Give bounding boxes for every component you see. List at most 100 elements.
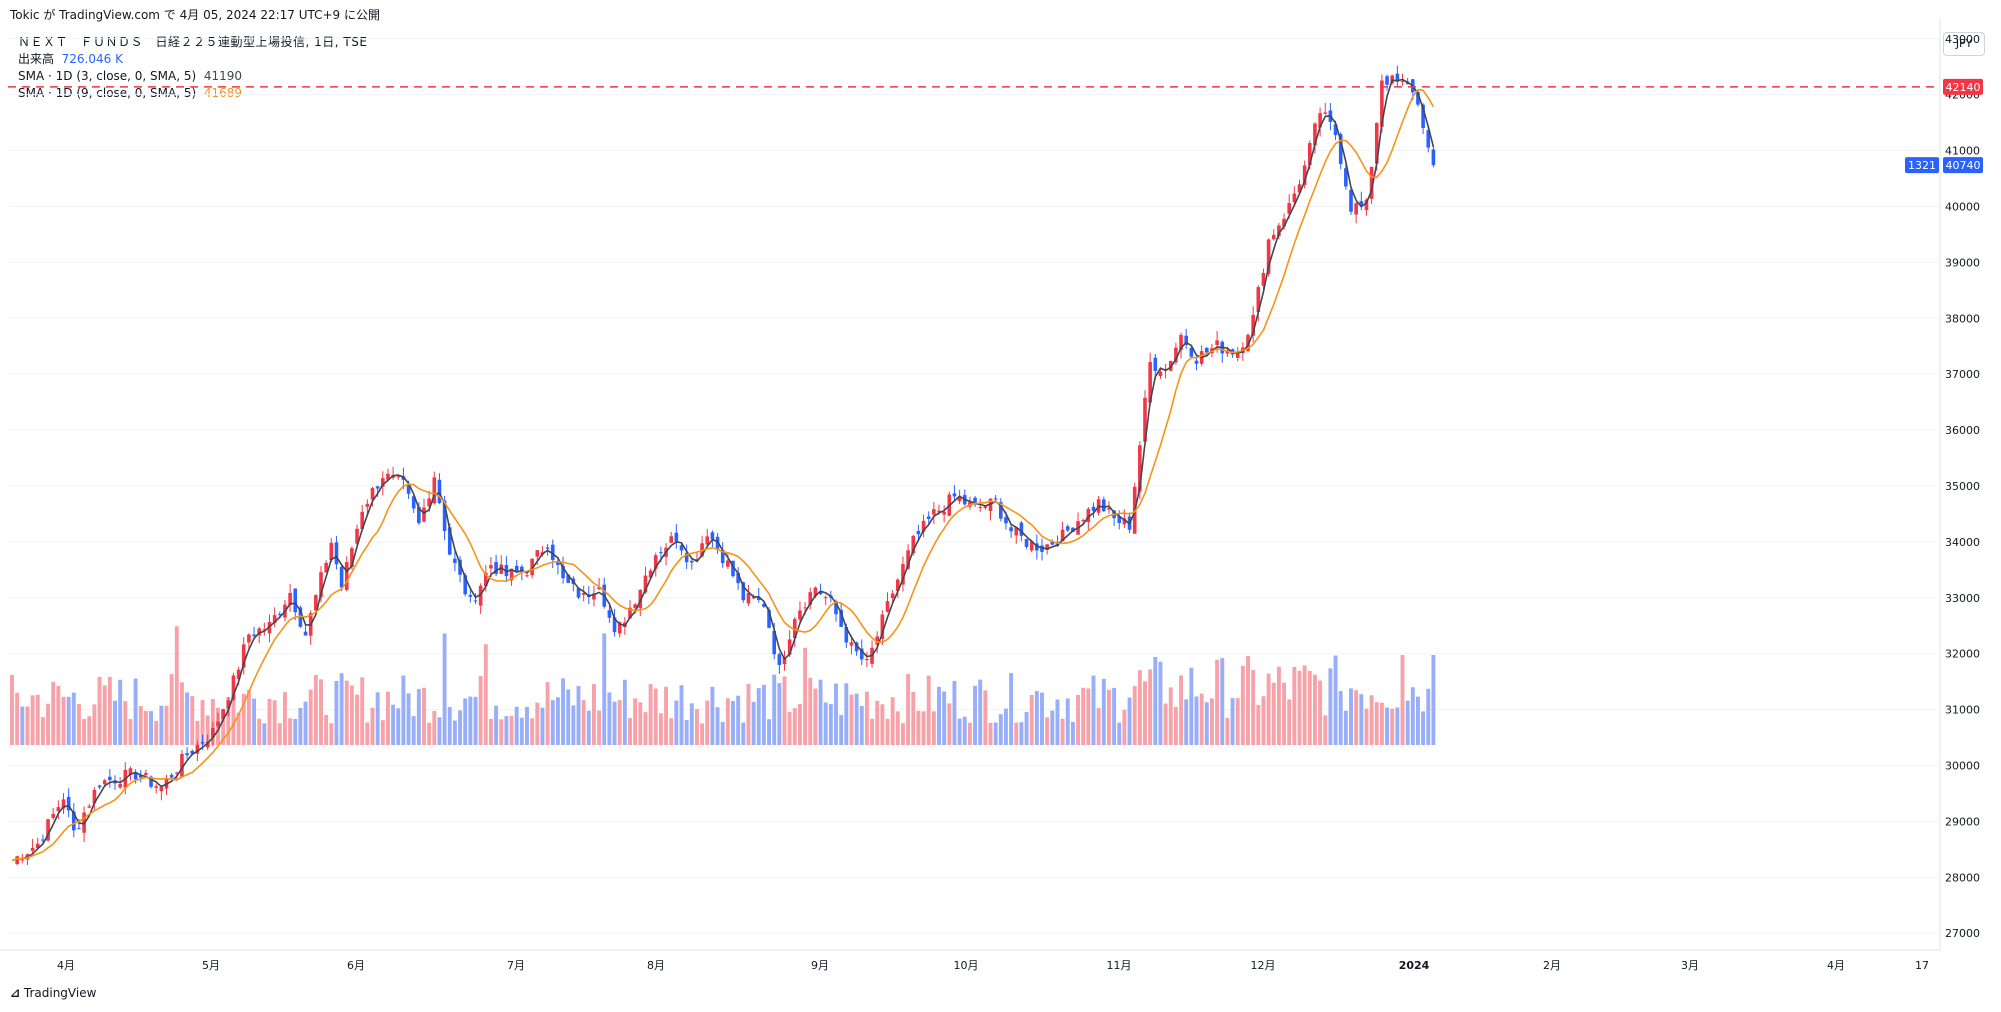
volume-bar — [1148, 669, 1153, 745]
volume-bar — [895, 711, 900, 745]
volume-bar — [71, 692, 76, 745]
candle-body — [875, 636, 880, 645]
candle-body — [355, 528, 359, 544]
volume-bar — [772, 674, 777, 745]
candle-body — [236, 669, 241, 680]
volume-bar — [540, 707, 545, 745]
volume-bar — [839, 714, 844, 745]
candle-body — [97, 785, 102, 788]
candle-body — [205, 741, 210, 748]
volume-bar — [921, 711, 926, 745]
volume-bar — [864, 691, 869, 745]
sma-short-line — [11, 78, 1435, 862]
volume-bar — [1086, 688, 1091, 745]
volume-bar — [1369, 695, 1374, 745]
volume-bar — [643, 712, 648, 745]
candle-body — [1400, 81, 1405, 83]
candle-body — [298, 607, 303, 627]
volume-bar — [602, 633, 607, 745]
volume-bar — [401, 675, 406, 745]
volume-bar — [612, 701, 617, 745]
volume-bar — [1163, 703, 1168, 745]
volume-bar — [1364, 708, 1369, 745]
volume-bar — [76, 704, 81, 745]
volume-bar — [360, 677, 365, 745]
candle-body — [447, 527, 452, 555]
candle-body — [720, 550, 725, 564]
price-tick-label: 40000 — [1945, 200, 1980, 213]
candle-body — [1354, 203, 1358, 215]
volume-bar — [1328, 668, 1333, 745]
candle-body — [46, 819, 50, 841]
candle-body — [1426, 130, 1431, 148]
volume-bar — [962, 716, 967, 745]
volume-bar — [967, 722, 972, 745]
volume-bar — [25, 706, 30, 745]
candle-body — [689, 560, 694, 563]
candle-body — [916, 530, 921, 535]
candle-body — [973, 497, 977, 505]
volume-bar — [349, 685, 354, 745]
volume-bar — [1256, 704, 1261, 745]
volume-bar — [370, 707, 375, 745]
candle-body — [1359, 201, 1364, 206]
candle-body — [71, 811, 76, 831]
volume-bar — [664, 686, 669, 745]
price-tick-label: 36000 — [1945, 424, 1980, 437]
volume-bar — [519, 717, 524, 745]
volume-bar — [344, 680, 349, 745]
candle-body — [478, 585, 483, 606]
volume-bar — [1040, 692, 1044, 745]
candle-body — [612, 617, 617, 633]
volume-bar — [1225, 717, 1230, 745]
candle-body — [844, 627, 849, 643]
candle-body — [550, 544, 555, 560]
candle-body — [859, 648, 864, 660]
candle-body — [597, 587, 601, 590]
footer-brand: TradingView — [23, 986, 97, 1000]
volume-bar — [1343, 710, 1348, 745]
volume-bar — [195, 720, 200, 745]
volume-bar — [1132, 686, 1137, 745]
volume-bar — [638, 702, 643, 745]
candle-body — [190, 750, 195, 754]
time-tick-label: 5月 — [202, 959, 220, 972]
volume-bar — [736, 695, 741, 745]
volume-bar — [916, 710, 921, 745]
volume-bar — [705, 700, 710, 745]
candle-body — [200, 742, 205, 744]
volume-bar — [20, 706, 25, 745]
volume-bar — [422, 687, 426, 745]
volume-bar — [30, 695, 35, 745]
volume-bar — [561, 678, 566, 745]
volume-bar — [978, 679, 983, 745]
volume-bar — [1158, 661, 1163, 745]
volume-bar — [1246, 655, 1250, 745]
tradingview-logo[interactable]: ⊿ TradingView — [10, 986, 96, 1000]
volume-bar — [1410, 687, 1415, 745]
volume-bar — [1426, 688, 1431, 745]
volume-bar — [293, 718, 298, 745]
candle-body — [643, 575, 648, 593]
volume-bar — [190, 696, 195, 745]
candle-body — [895, 579, 900, 591]
volume-bar — [679, 685, 684, 745]
volume-bar — [463, 698, 468, 745]
resistance-price-label: 42140 — [1943, 78, 1983, 95]
candle-body — [885, 601, 890, 612]
candle-body — [128, 768, 133, 775]
volume-bar — [1405, 700, 1410, 745]
candle-body — [731, 560, 735, 577]
volume-bar — [10, 674, 14, 745]
volume-bar — [1050, 710, 1055, 745]
currency-button[interactable]: JPY — [1943, 32, 1985, 56]
candle-body — [849, 642, 854, 646]
volume-bar — [1003, 708, 1008, 745]
candle-body — [777, 654, 782, 665]
volume-bar — [813, 688, 818, 745]
volume-bar — [998, 714, 1003, 745]
candle-body — [823, 597, 828, 599]
candle-body — [1380, 80, 1384, 127]
candle-body — [1235, 353, 1240, 358]
